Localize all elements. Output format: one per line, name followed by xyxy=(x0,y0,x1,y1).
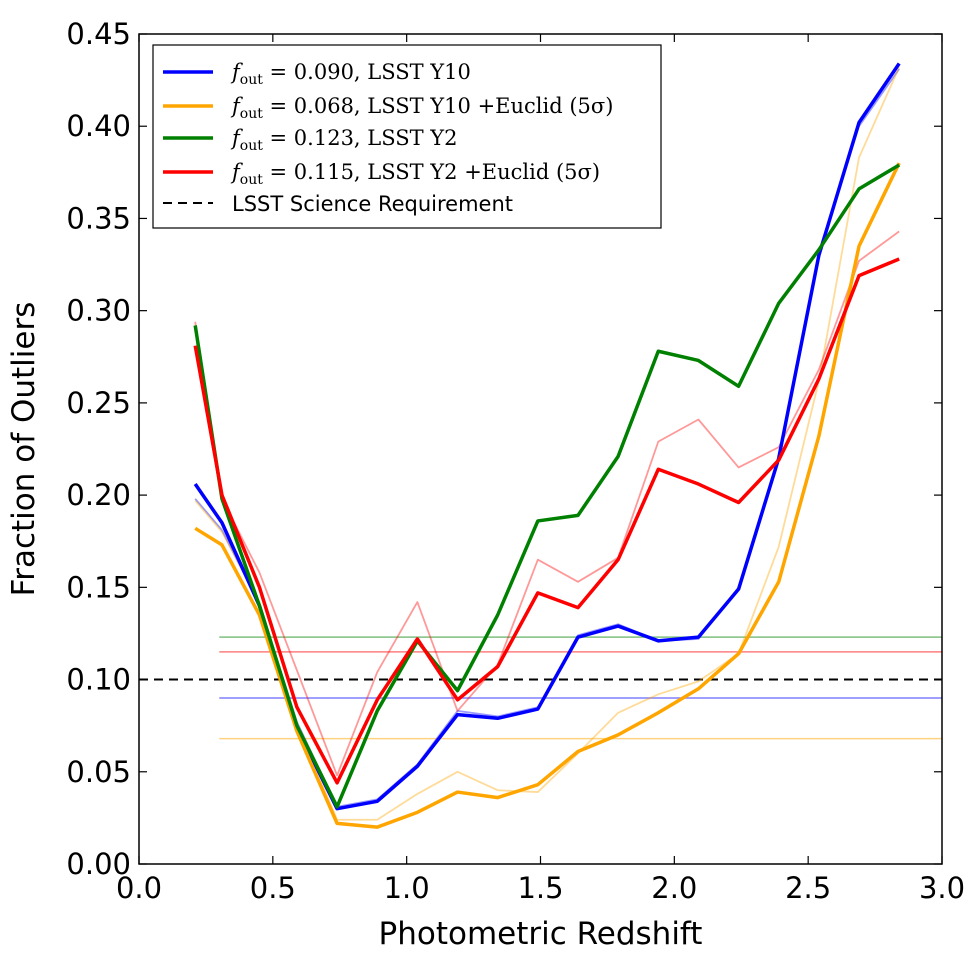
y-tick-label: 0.05 xyxy=(66,755,131,789)
legend-entry-requirement: LSST Science Requirement xyxy=(232,192,513,216)
legend-entry-3: fout = 0.115, LSST Y2 +Euclid (5σ) xyxy=(230,160,600,188)
legend-subscript: out xyxy=(240,106,263,122)
y-tick-label: 0.40 xyxy=(66,109,131,143)
legend-subscript: out xyxy=(240,138,263,154)
legend-label: = 0.090, LSST Y10 xyxy=(263,60,471,84)
y-tick-label: 0.25 xyxy=(66,386,131,420)
x-tick-label: 2.5 xyxy=(785,871,831,905)
y-axis-label: Fraction of Outliers xyxy=(6,302,42,597)
legend-subscript: out xyxy=(240,72,263,88)
y-tick-label: 0.10 xyxy=(66,663,131,697)
legend-entry-0: fout = 0.090, LSST Y10 xyxy=(230,60,471,88)
series-light-line-3 xyxy=(194,230,900,777)
y-tick-label: 0.45 xyxy=(66,17,131,51)
x-axis-label: Photometric Redshift xyxy=(379,916,703,952)
y-tick-label: 0.15 xyxy=(66,570,131,604)
legend-subscript: out xyxy=(240,172,263,188)
plot-area xyxy=(139,62,942,829)
legend-label: = 0.068, LSST Y10 +Euclid (5σ) xyxy=(263,94,614,118)
legend-label: = 0.115, LSST Y2 +Euclid (5σ) xyxy=(263,160,600,184)
legend-symbol: f xyxy=(230,60,243,84)
series-line-1 xyxy=(194,162,901,829)
axis-ticks: 0.0 0.5 1.0 1.5 2.0 2.5 3.0 0.00 0.05 0.10 0.15 0.2… xyxy=(66,17,965,905)
y-tick-label: 0.30 xyxy=(66,294,131,328)
y-tick-label: 0.20 xyxy=(66,478,131,512)
series-line-3 xyxy=(193,257,900,785)
x-tick-label: 0.5 xyxy=(250,871,296,905)
y-tick-label: 0.00 xyxy=(66,847,131,881)
series-line-2 xyxy=(193,163,901,809)
legend-label: = 0.123, LSST Y2 xyxy=(263,126,458,150)
x-tick-label: 1.5 xyxy=(517,871,563,905)
x-tick-label: 0.0 xyxy=(116,871,162,905)
y-tick-label: 0.35 xyxy=(66,201,131,235)
x-tick-label: 3.0 xyxy=(919,871,965,905)
legend-symbol: f xyxy=(230,94,243,118)
legend-entry-2: fout = 0.123, LSST Y2 xyxy=(230,126,458,154)
x-tick-label: 1.0 xyxy=(384,871,430,905)
legend-symbol: f xyxy=(230,126,243,150)
legend-entry-1: fout = 0.068, LSST Y10 +Euclid (5σ) xyxy=(230,94,613,122)
legend-symbol: f xyxy=(230,160,243,184)
legend-box xyxy=(152,44,662,229)
x-tick-label: 2.0 xyxy=(651,871,697,905)
